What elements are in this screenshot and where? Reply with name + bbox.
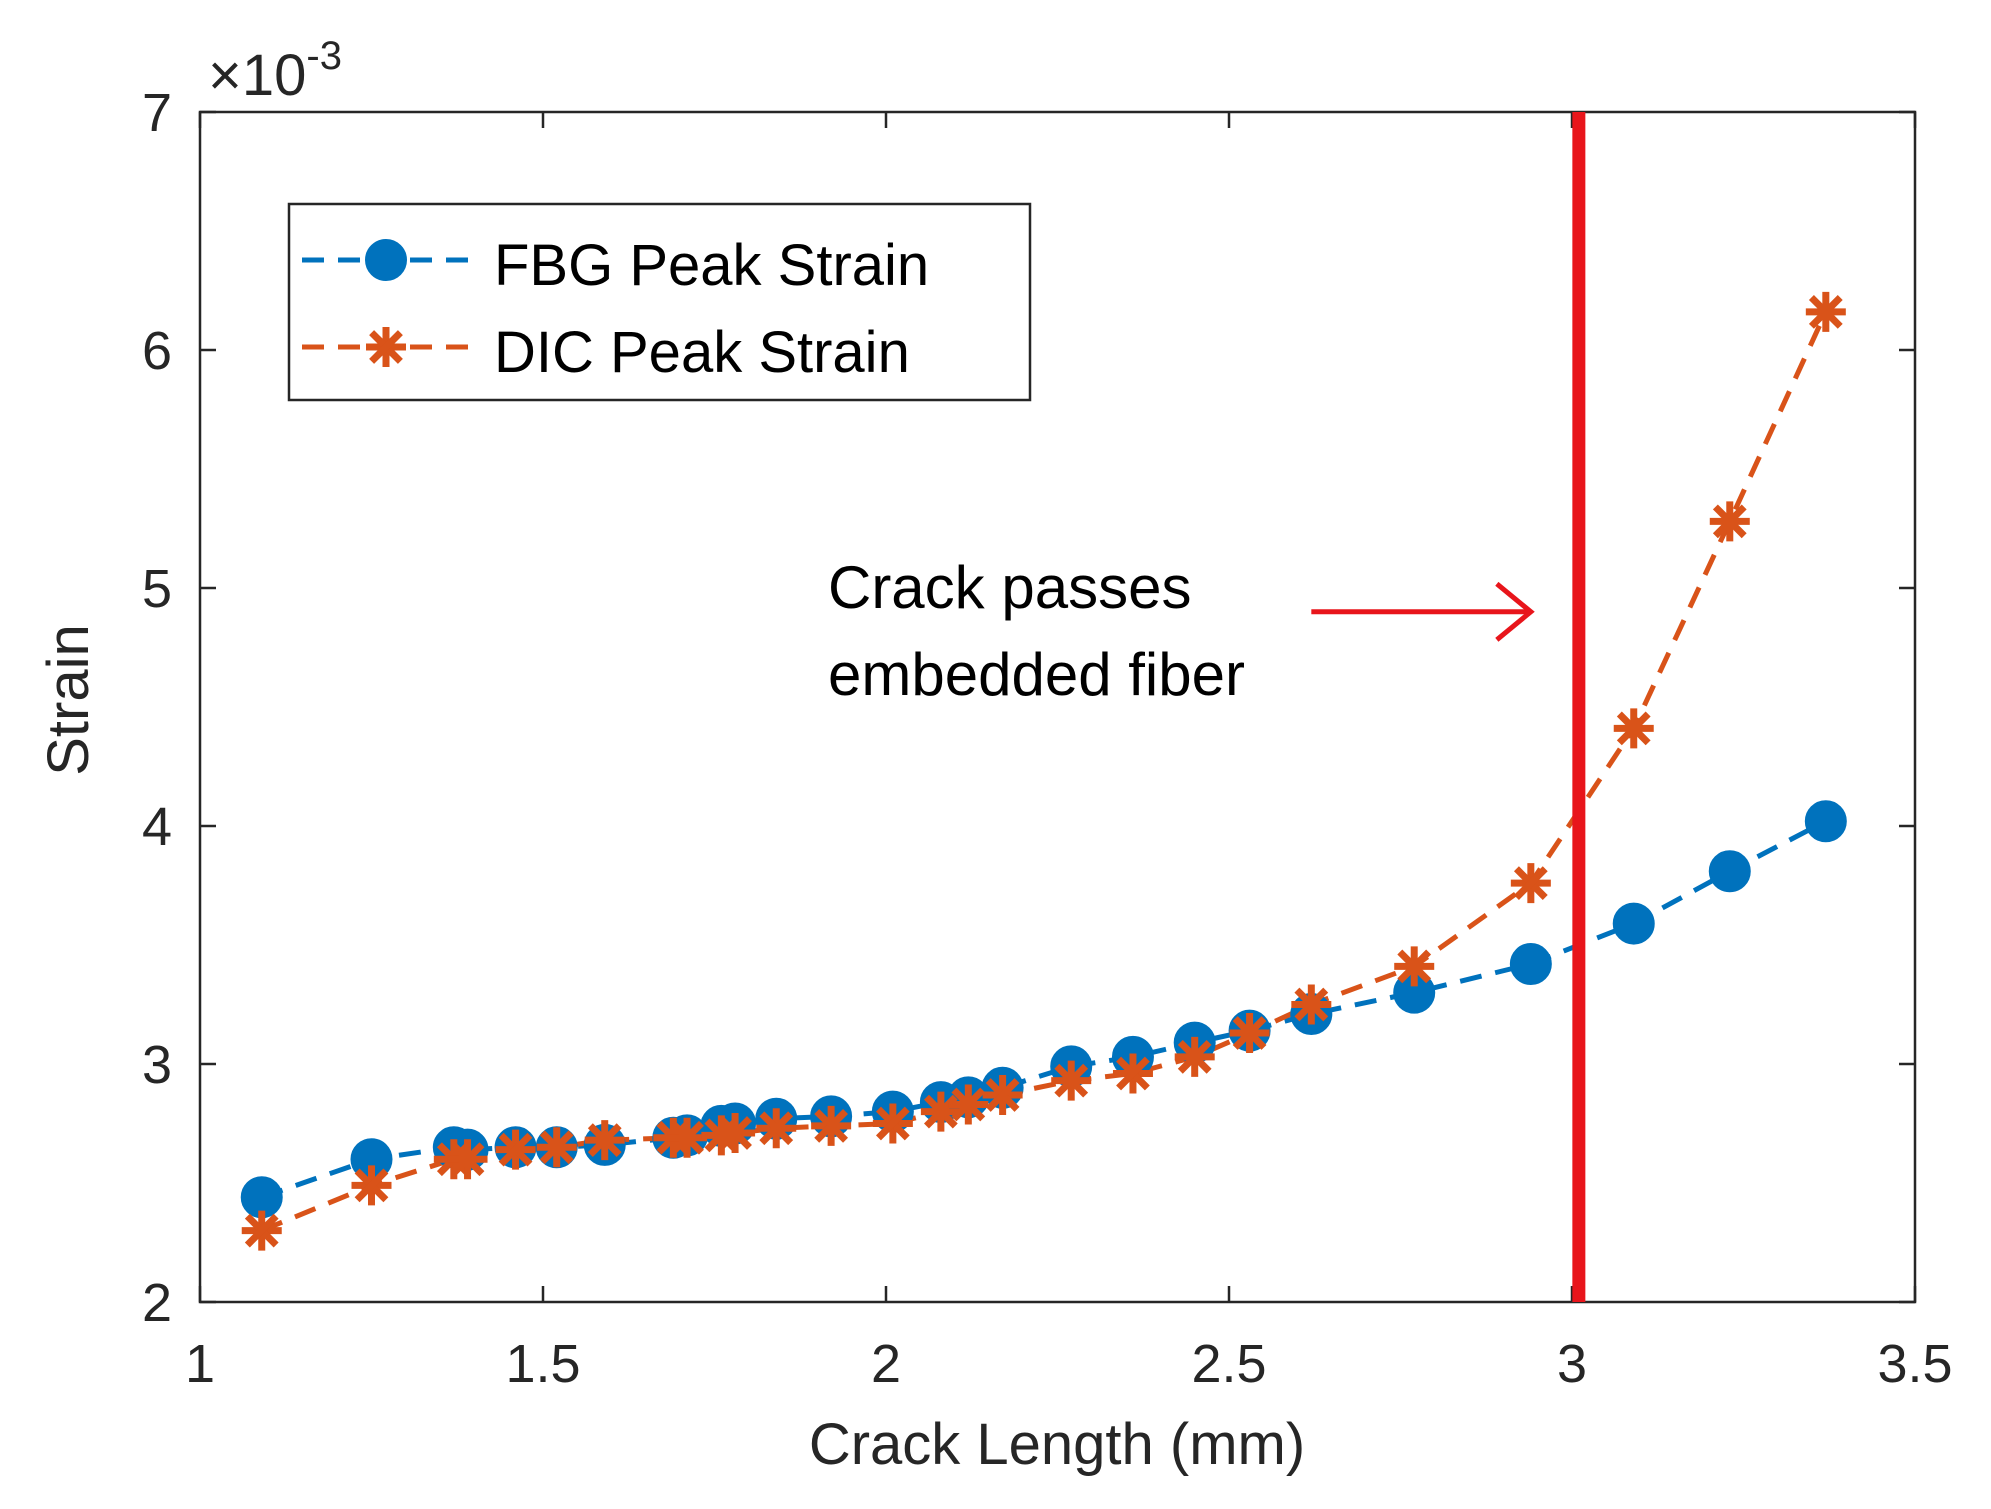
asterisk-stroke [587, 1123, 622, 1158]
data-point-dic [536, 1127, 577, 1168]
data-point-dic [715, 1113, 756, 1154]
asterisk-stroke [1054, 1063, 1089, 1098]
asterisk-stroke [1513, 866, 1548, 900]
data-point-dic [920, 1091, 961, 1132]
data-point-fbg [1509, 943, 1552, 986]
y-exponent-label: ×10-3 [208, 34, 342, 108]
y-tick-label: 3 [142, 1035, 172, 1095]
legend-items [302, 239, 470, 367]
x-tick-label: 1 [185, 1334, 215, 1394]
y-tick-label: 7 [142, 83, 172, 143]
x-tick-label: 3.5 [1877, 1334, 1952, 1394]
asterisk-stroke [244, 1213, 279, 1248]
x-tick-label: 3 [1557, 1334, 1587, 1394]
x-ticks: 1 1.5 2 2.5 3 3.5 [185, 112, 1953, 1394]
data-point-dic [811, 1105, 852, 1146]
asterisk-stroke [670, 1120, 704, 1155]
y-tick-label: 6 [142, 321, 172, 381]
asterisk-stroke [759, 1111, 794, 1146]
data-point-dic [667, 1117, 708, 1158]
data-point-fbg [1804, 800, 1847, 843]
y-ticks: 2 3 4 5 6 7 [142, 83, 1915, 1333]
asterisk-stroke [1232, 1016, 1267, 1050]
asterisk-stroke [1116, 1056, 1150, 1091]
asterisk-stroke [539, 1130, 574, 1165]
y-tick-label: 5 [142, 559, 172, 619]
data-point-dic [1174, 1036, 1215, 1077]
asterisk-stroke [1808, 295, 1843, 329]
legend-label-fbg: FBG Peak Strain [494, 233, 929, 298]
y-exponent-base: ×10 [208, 43, 306, 108]
y-tick-label: 2 [142, 1273, 172, 1333]
plot-area-border [198, 110, 1917, 1304]
data-point-dic [1112, 1053, 1153, 1094]
asterisk-stroke [1397, 949, 1432, 984]
data-point-dic [1709, 501, 1750, 542]
asterisk-stroke [985, 1078, 1020, 1112]
data-point-dic [982, 1074, 1023, 1115]
asterisk-stroke [369, 330, 403, 364]
arrow-head [1495, 581, 1535, 642]
data-point-dic [948, 1084, 989, 1125]
asterisk-stroke [1616, 711, 1651, 746]
data-point-fbg [1612, 902, 1655, 945]
asterisk-stroke [354, 1168, 389, 1203]
data-point-dic [241, 1210, 282, 1251]
data-point-dic [1051, 1060, 1092, 1101]
asterisk-stroke [875, 1106, 910, 1141]
data-point-dic [872, 1103, 913, 1144]
x-tick-label: 2 [871, 1334, 901, 1394]
data-point-dic [1291, 984, 1332, 1025]
data-point-dic [1510, 863, 1551, 904]
legend-marker-dic [366, 327, 406, 367]
y-exponent-power: -3 [306, 34, 342, 78]
data-point-fbg [1708, 850, 1751, 893]
asterisk-stroke [951, 1087, 986, 1122]
annotation-line-2: embedded fiber [828, 641, 1245, 708]
x-tick-label: 1.5 [505, 1334, 580, 1394]
asterisk-stroke [814, 1109, 848, 1143]
asterisk-stroke [1712, 504, 1747, 539]
data-point-dic [351, 1165, 392, 1206]
data-point-dic [495, 1129, 536, 1170]
data-point-dic [1394, 946, 1435, 987]
legend-marker-fbg [365, 239, 407, 281]
asterisk-stroke [718, 1116, 752, 1150]
series-line-dic [260, 310, 1829, 1233]
data-point-dic [1229, 1013, 1270, 1054]
data-point-dic [584, 1120, 625, 1161]
axes-box [198, 110, 1917, 1304]
asterisk-stroke [1177, 1039, 1212, 1074]
asterisk-stroke [1294, 987, 1329, 1022]
y-axis-label: Strain [36, 624, 101, 776]
annotation: Crack passes embedded fiber [828, 554, 1245, 708]
legend-label-dic: DIC Peak Strain [494, 320, 910, 385]
annotation-line-1: Crack passes [828, 554, 1191, 621]
legend: FBG Peak Strain DIC Peak Strain [287, 202, 1032, 402]
asterisk-stroke [498, 1132, 533, 1167]
y-tick-label: 4 [142, 797, 172, 857]
x-tick-label: 2.5 [1191, 1334, 1266, 1394]
data-point-dic [1805, 291, 1846, 332]
series-layer [240, 291, 1847, 1251]
x-axis-label: Crack Length (mm) [809, 1412, 1305, 1477]
data-point-dic [1613, 708, 1654, 749]
legend-box [287, 202, 1032, 402]
asterisk-stroke [450, 1142, 485, 1177]
annotation-arrow [1311, 581, 1535, 642]
data-point-dic [447, 1139, 488, 1180]
data-point-dic [756, 1108, 797, 1149]
